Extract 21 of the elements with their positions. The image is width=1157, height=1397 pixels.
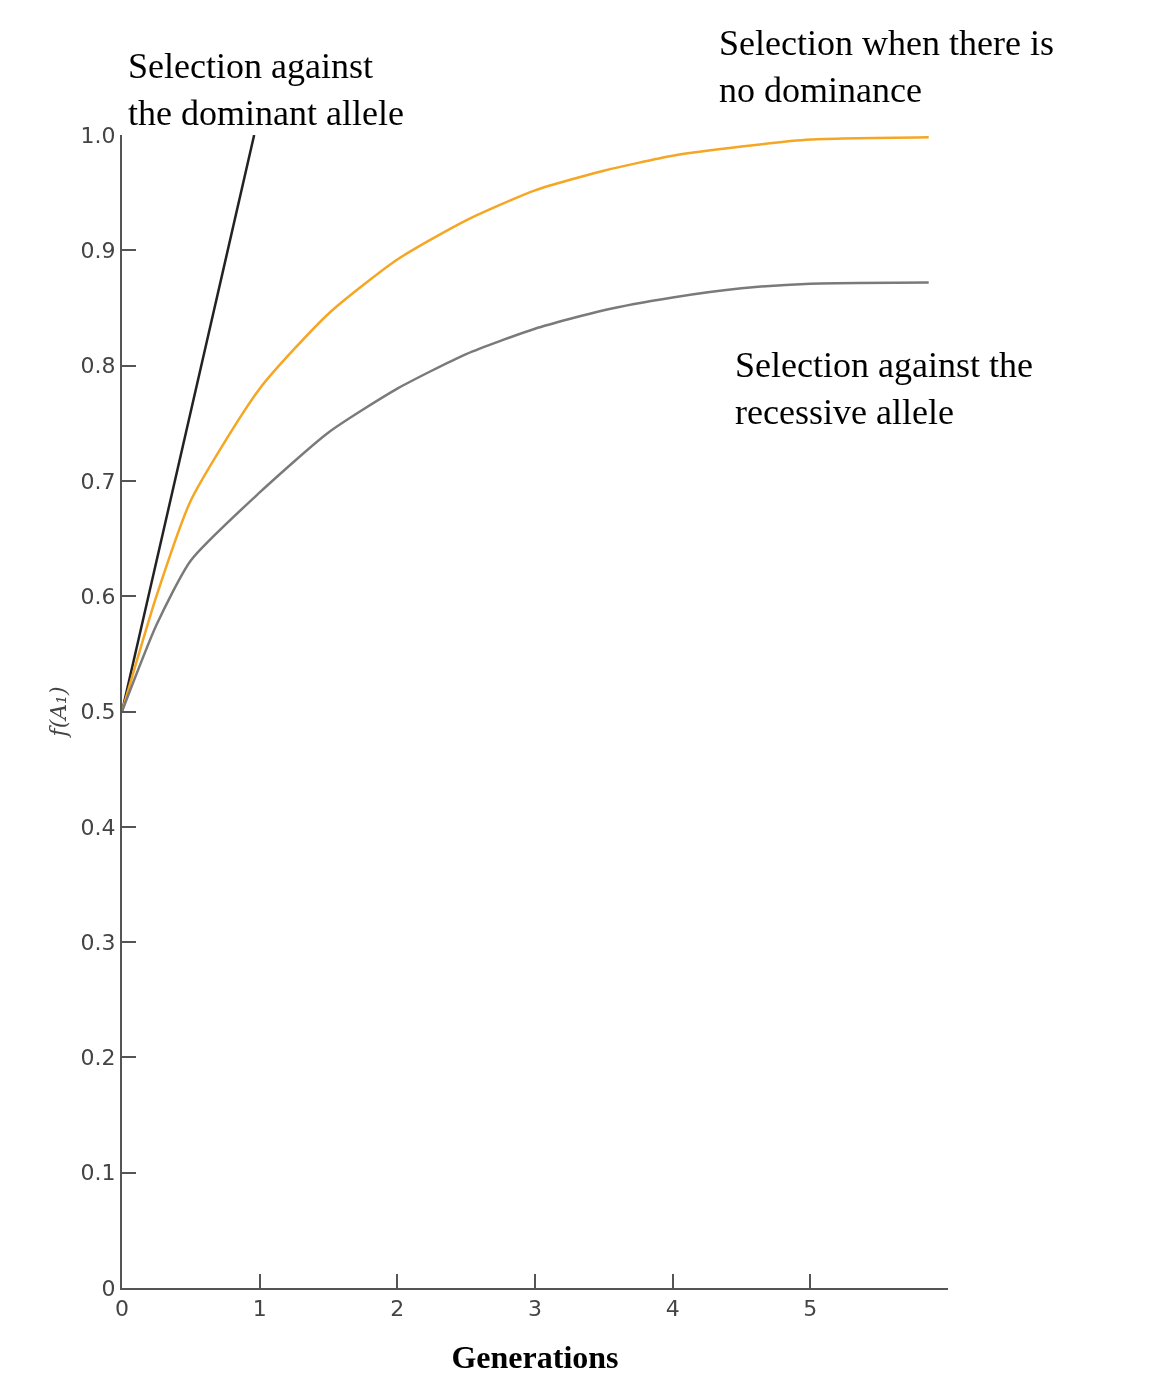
y-tick-label: 1.0 <box>80 122 116 148</box>
y-tick-label: 0.5 <box>80 699 116 725</box>
x-tick-label: 2 <box>390 1296 405 1322</box>
y-tick-label: 0.3 <box>80 929 116 955</box>
x-axis-title: Generations <box>451 1338 619 1375</box>
y-tick-label: 0.7 <box>80 468 116 494</box>
y-tick-label: 0.1 <box>80 1160 116 1186</box>
y-axis-title: f(A₁) <box>45 686 71 739</box>
text: Selection when there is no dominance <box>719 23 1054 110</box>
x-tick-label: 3 <box>528 1296 542 1322</box>
y-tick-label: 0.8 <box>80 353 116 379</box>
y-tick-label: 0 <box>101 1275 116 1301</box>
y-tick-label: 0.4 <box>80 814 116 840</box>
y-tick-label: 0.6 <box>80 583 116 609</box>
x-tick-label: 4 <box>665 1296 680 1322</box>
x-tick-label: 1 <box>252 1296 267 1322</box>
text: Selection against the dominant allele <box>128 46 404 133</box>
y-tick-label: 0.2 <box>80 1045 116 1071</box>
y-tick-label: 0.9 <box>80 238 116 263</box>
annotation: Selection against the recessive allele <box>735 345 1033 432</box>
x-tick-label: 5 <box>803 1296 818 1322</box>
